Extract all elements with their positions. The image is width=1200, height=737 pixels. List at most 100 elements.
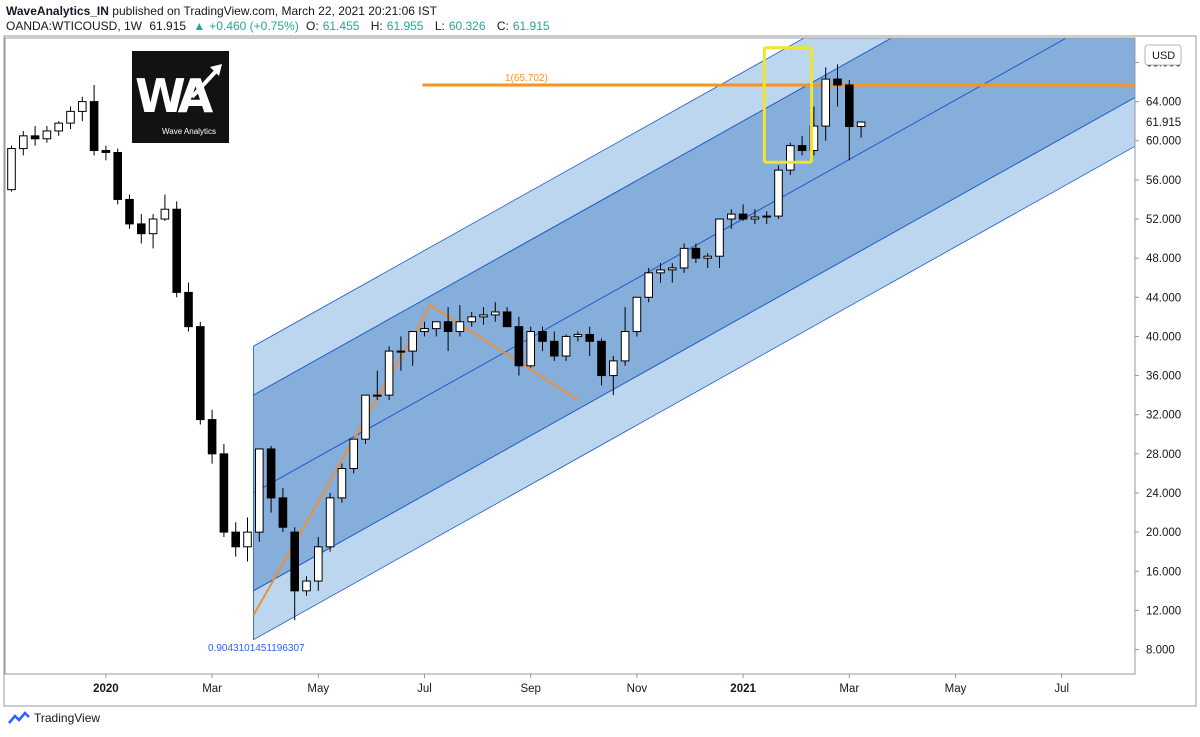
candle-2 <box>30 126 40 146</box>
candle-4 <box>54 121 64 136</box>
candle-body <box>585 333 595 342</box>
y-tick-label-9: 44.000 <box>1146 292 1181 304</box>
candle-43 <box>514 316 524 376</box>
candle-body <box>479 314 488 318</box>
candle-72 <box>856 121 866 138</box>
candle-15 <box>184 282 193 332</box>
x-tick-label-7: Mar <box>839 683 859 695</box>
candle-8 <box>101 145 111 161</box>
candle-54 <box>644 267 654 303</box>
candle-24 <box>290 527 299 621</box>
candle-body <box>821 78 831 127</box>
candle-28 <box>337 463 347 503</box>
channel-line-0 <box>253 38 805 347</box>
x-tick-label-9: Jul <box>1054 683 1069 695</box>
candle-38 <box>455 305 465 337</box>
candle-body <box>42 130 52 140</box>
candle-body <box>337 468 347 499</box>
y-tick-label-5: 28.000 <box>1146 449 1181 461</box>
candle-0 <box>7 145 16 192</box>
y-tick-label-10: 48.000 <box>1146 253 1181 265</box>
y-tick-label-8: 40.000 <box>1146 331 1181 343</box>
candle-body <box>538 331 547 342</box>
y-tick-label-2: 16.000 <box>1146 566 1181 578</box>
tradingview-brand: TradingView <box>34 711 101 725</box>
candle-17 <box>207 409 217 464</box>
candle-61 <box>727 209 736 229</box>
candle-body <box>30 135 40 140</box>
candle-body <box>455 321 465 333</box>
candle-body <box>373 394 382 397</box>
candle-35 <box>420 321 429 337</box>
candle-44 <box>526 326 536 368</box>
candle-57 <box>679 243 689 273</box>
candle-body <box>727 213 736 220</box>
candle-body <box>443 321 453 333</box>
candle-body <box>196 326 205 421</box>
candle-body <box>384 350 394 396</box>
fib-level-line: 1(65.702) <box>422 73 1135 87</box>
candle-52 <box>620 307 630 366</box>
price-axis: 8.000 12.000 16.000 20.000 24.000 28.000 32.00… <box>1135 44 1194 657</box>
candle-body <box>54 122 64 132</box>
symbol-label[interactable]: OANDA:WTICOUSD, 1W <box>6 19 143 33</box>
candle-21 <box>255 448 264 542</box>
candle-body <box>207 419 217 455</box>
candle-body <box>255 448 264 533</box>
candle-body <box>668 267 677 271</box>
currency-label: USD <box>1152 50 1175 62</box>
candle-body <box>302 580 311 592</box>
wave-analytics-logo: WA Wave Analytics <box>132 51 229 143</box>
candle-body <box>514 326 524 367</box>
x-tick-label-5: Nov <box>627 683 648 695</box>
candle-body <box>349 438 358 470</box>
chart-header: WaveAnalytics_IN published on TradingVie… <box>6 4 558 34</box>
candle-body <box>243 531 252 548</box>
candle-body <box>361 394 370 440</box>
candle-14 <box>172 201 181 298</box>
y-tick-label-11: 52.000 <box>1146 214 1181 226</box>
tradingview-footer[interactable]: TradingView <box>8 711 100 725</box>
candle-20 <box>243 517 252 562</box>
publisher-name[interactable]: WaveAnalytics_IN <box>6 4 109 18</box>
candle-body <box>231 531 240 548</box>
chart-frame <box>3 35 1197 707</box>
y-tick-label-6: 32.000 <box>1146 410 1181 422</box>
candle-body <box>797 145 807 152</box>
y-tick-label-3: 20.000 <box>1146 527 1181 539</box>
candle-body <box>774 169 783 217</box>
candle-body <box>845 84 854 128</box>
candle-71 <box>845 80 854 161</box>
candle-body <box>762 215 772 218</box>
current-price-label: 61.915 <box>1146 117 1181 129</box>
candle-60 <box>715 218 724 268</box>
candle-62 <box>738 204 748 221</box>
candle-49 <box>585 326 595 356</box>
x-tick-label-8: May <box>945 683 967 695</box>
candle-body <box>620 331 630 362</box>
candle-29 <box>349 438 358 474</box>
candle-body <box>597 340 606 377</box>
candle-body <box>738 213 748 220</box>
candle-body <box>526 331 536 367</box>
candle-body <box>656 269 665 274</box>
candle-31 <box>373 370 382 401</box>
y-tick-label-0: 8.000 <box>1146 645 1175 657</box>
candle-63 <box>750 209 760 224</box>
candle-body <box>644 272 654 298</box>
candle-body <box>172 208 181 293</box>
candle-9 <box>113 148 123 205</box>
candle-36 <box>432 321 441 337</box>
candle-56 <box>668 263 677 283</box>
x-tick-label-3: Jul <box>417 683 432 695</box>
candle-48 <box>573 331 583 342</box>
candle-7 <box>89 84 99 156</box>
candle-body <box>125 198 134 225</box>
candle-body <box>160 208 170 220</box>
candle-body <box>502 311 512 328</box>
logo-letters: WA <box>135 69 213 123</box>
candle-67 <box>797 135 807 156</box>
channel-line-1 <box>253 38 893 396</box>
y-tick-label-7: 36.000 <box>1146 371 1181 383</box>
